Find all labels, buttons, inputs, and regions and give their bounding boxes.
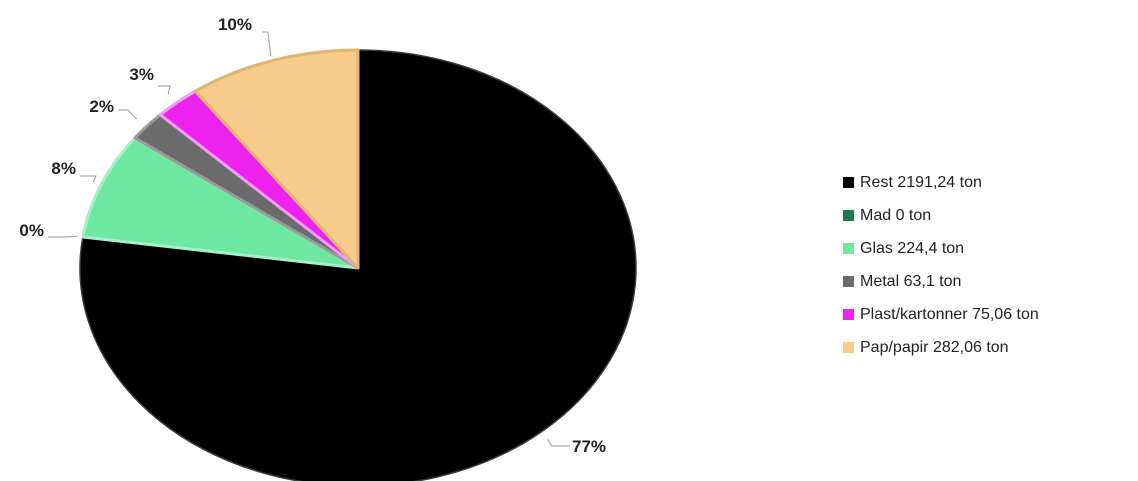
- data-label-metal: 2%: [89, 97, 114, 116]
- leader-line-plast: [158, 85, 171, 95]
- data-label-plast: 3%: [129, 65, 154, 84]
- leader-line-mad: [48, 235, 78, 238]
- data-label-glas: 8%: [51, 159, 76, 178]
- legend-label-pap: Pap/papir 282,06 ton: [860, 338, 1009, 356]
- pie-slice-glas: [81, 136, 360, 270]
- legend-swatch-plast: [843, 309, 854, 320]
- legend-item-mad: Mad 0 ton: [843, 204, 1039, 227]
- chart-legend: Rest 2191,24 ton Mad 0 ton Glas 224,4 to…: [843, 171, 1039, 369]
- legend-swatch-pap: [843, 342, 854, 353]
- pie-chart: 77% 0% 8% 2% 3% 10%: [19, 15, 637, 481]
- leader-line-rest: [546, 439, 570, 447]
- leader-line-metal: [118, 109, 137, 120]
- legend-swatch-rest: [843, 177, 854, 188]
- data-label-pap: 10%: [218, 15, 252, 34]
- legend-item-plast: Plast/kartonner 75,06 ton: [843, 303, 1039, 326]
- data-label-rest: 77%: [572, 437, 606, 456]
- legend-label-rest: Rest 2191,24 ton: [860, 173, 982, 191]
- pie-slice-rest: [79, 49, 637, 481]
- legend-label-metal: Metal 63,1 ton: [860, 272, 962, 290]
- legend-swatch-glas: [843, 243, 854, 254]
- pie-slice-pap: [193, 48, 360, 270]
- legend-swatch-mad: [843, 210, 854, 221]
- leader-line-glas: [80, 175, 97, 183]
- legend-item-rest: Rest 2191,24 ton: [843, 171, 1039, 194]
- legend-item-metal: Metal 63,1 ton: [843, 270, 1039, 293]
- legend-item-glas: Glas 224,4 ton: [843, 237, 1039, 260]
- legend-item-pap: Pap/papir 282,06 ton: [843, 336, 1039, 359]
- legend-label-mad: Mad 0 ton: [860, 206, 932, 224]
- data-label-mad: 0%: [19, 221, 44, 240]
- legend-swatch-metal: [843, 276, 854, 287]
- legend-label-glas: Glas 224,4 ton: [860, 239, 965, 257]
- legend-label-plast: Plast/kartonner 75,06 ton: [860, 305, 1039, 323]
- leader-line-pap: [262, 31, 272, 57]
